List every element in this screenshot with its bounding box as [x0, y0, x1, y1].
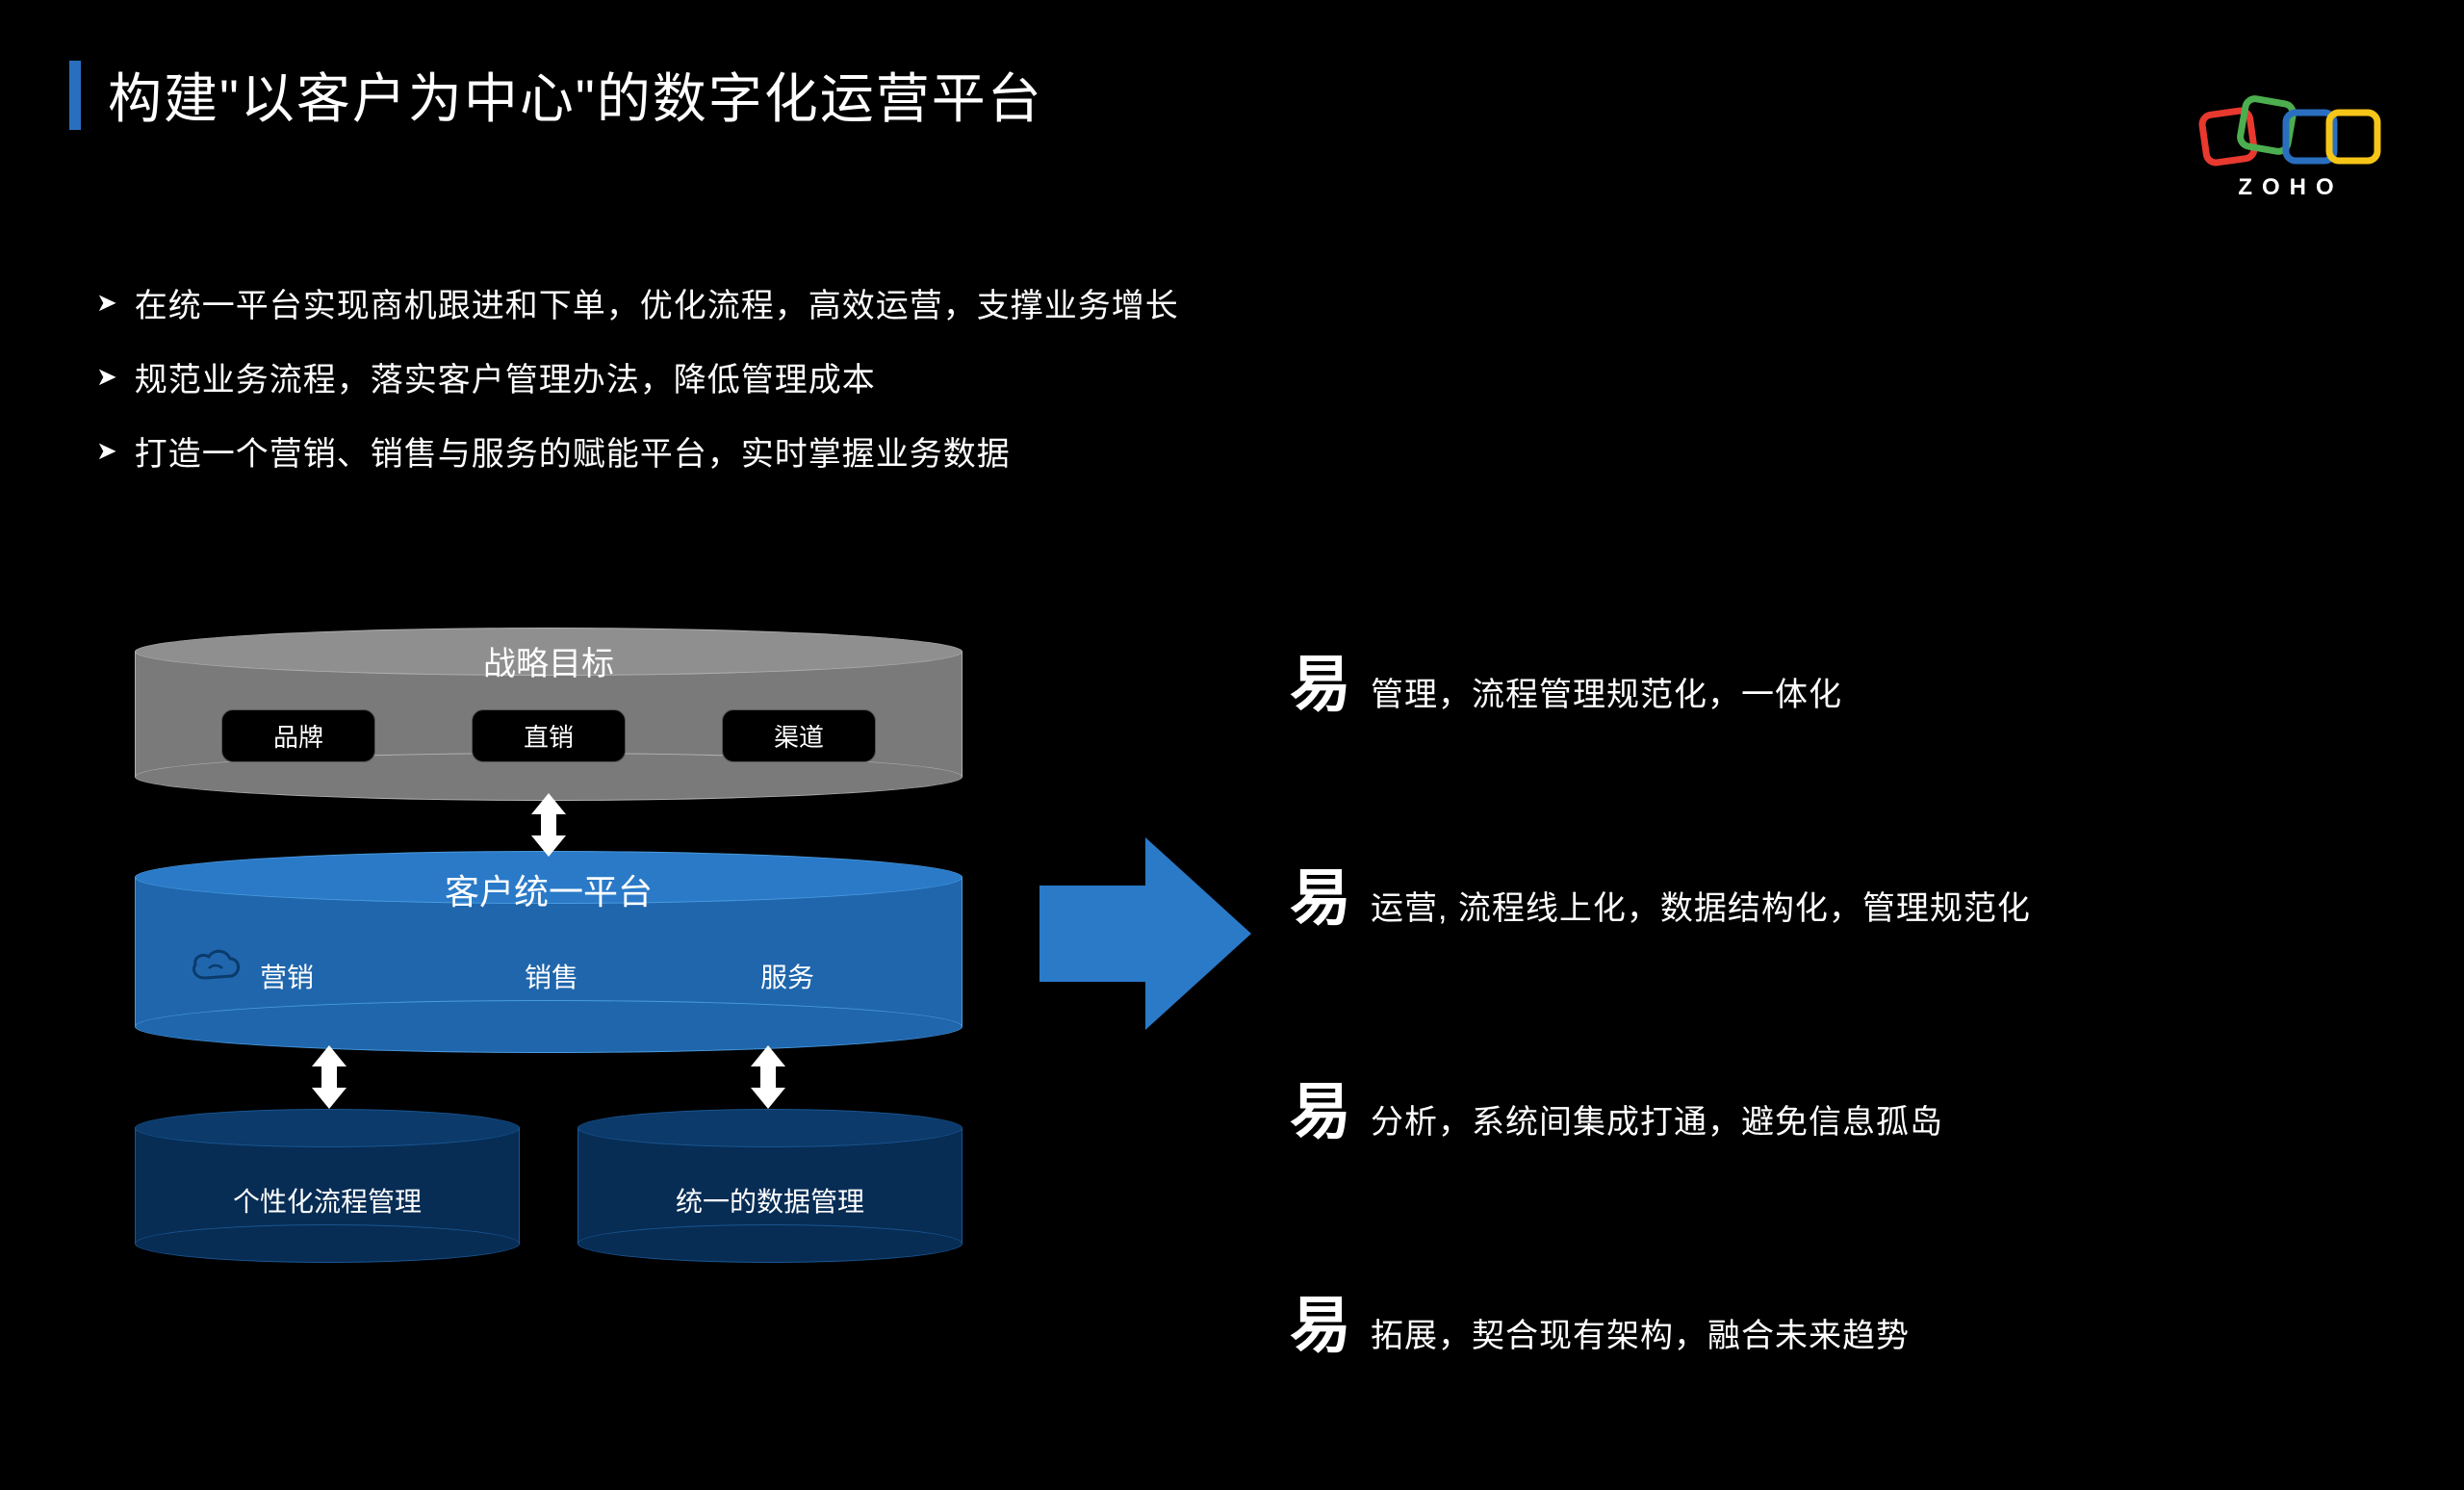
- bullet-marker-icon: ➤: [96, 436, 117, 466]
- bidirectional-arrow-icon: [308, 1045, 350, 1109]
- bidirectional-arrow-icon: [747, 1045, 789, 1109]
- benefit-item: 易 拓展，契合现有架构，融合未来趋势: [1290, 1276, 2348, 1365]
- benefit-item: 易 管理，流程管理规范化，一体化: [1290, 635, 2348, 724]
- zoho-logo-text: ZOHO: [2194, 174, 2387, 201]
- big-right-arrow-icon: [1040, 837, 1251, 1030]
- benefit-text: 运营, 流程线上化，数据结构化，管理规范化: [1371, 882, 2031, 929]
- strategy-label: 战略目标: [135, 637, 962, 684]
- benefit-item: 易 运营, 流程线上化，数据结构化，管理规范化: [1290, 849, 2348, 938]
- zoho-logo: ZOHO: [2194, 91, 2387, 201]
- bullet-marker-icon: ➤: [96, 362, 117, 392]
- pill-channel: 渠道: [722, 709, 876, 762]
- benefit-text: 分析，系统间集成打通，避免信息孤岛: [1371, 1095, 1943, 1143]
- platform-service: 服务: [760, 957, 814, 995]
- process-mgmt-cylinder: 个性化流程管理: [135, 1109, 520, 1263]
- architecture-diagram: 战略目标 品牌 直销 渠道 客户统一平台 营销 销售 服务 个性化流程管理: [106, 628, 991, 1359]
- zoho-logo-icon: [2194, 91, 2387, 168]
- benefit-text: 拓展，契合现有架构，融合未来趋势: [1371, 1309, 1910, 1356]
- bullet-item: ➤ 规范业务流程，落实客户管理办法，降低管理成本: [96, 353, 1179, 400]
- pill-brand: 品牌: [221, 709, 375, 762]
- platform-marketing: 营销: [260, 957, 314, 995]
- benefit-keyword: 易: [1290, 635, 1351, 724]
- benefit-item: 易 分析，系统间集成打通，避免信息孤岛: [1290, 1063, 2348, 1151]
- data-mgmt-label: 统一的数据管理: [578, 1181, 962, 1220]
- benefit-keyword: 易: [1290, 849, 1351, 938]
- bullet-item: ➤ 打造一个营销、销售与服务的赋能平台，实时掌握业务数据: [96, 427, 1179, 475]
- platform-sales: 销售: [525, 957, 578, 995]
- bullet-item: ➤ 在统一平台实现商机跟进和下单，优化流程，高效运营，支撑业务增长: [96, 279, 1179, 326]
- bidirectional-arrow-icon: [527, 793, 570, 857]
- pill-direct: 直销: [472, 709, 626, 762]
- platform-cylinder: 客户统一平台 营销 销售 服务: [135, 851, 962, 1053]
- slide-title: 构建"以客户为中心"的数字化运营平台: [108, 56, 1043, 134]
- title-accent: [69, 61, 81, 130]
- platform-label: 客户统一平台: [135, 864, 962, 914]
- process-mgmt-label: 个性化流程管理: [135, 1181, 520, 1220]
- benefits-list: 易 管理，流程管理规范化，一体化 易 运营, 流程线上化，数据结构化，管理规范化…: [1290, 635, 2348, 1490]
- slide-title-bar: 构建"以客户为中心"的数字化运营平台: [69, 56, 1043, 134]
- bullet-text: 在统一平台实现商机跟进和下单，优化流程，高效运营，支撑业务增长: [135, 279, 1179, 326]
- data-mgmt-cylinder: 统一的数据管理: [578, 1109, 962, 1263]
- benefit-keyword: 易: [1290, 1276, 1351, 1365]
- benefit-text: 管理，流程管理规范化，一体化: [1371, 668, 1842, 715]
- cloud-icon: [188, 947, 244, 986]
- bullet-list: ➤ 在统一平台实现商机跟进和下单，优化流程，高效运营，支撑业务增长 ➤ 规范业务…: [96, 279, 1179, 501]
- bullet-text: 规范业务流程，落实客户管理办法，降低管理成本: [135, 353, 876, 400]
- bullet-text: 打造一个营销、销售与服务的赋能平台，实时掌握业务数据: [135, 427, 1011, 475]
- bullet-marker-icon: ➤: [96, 288, 117, 318]
- strategy-cylinder: 战略目标 品牌 直销 渠道: [135, 628, 962, 801]
- benefit-keyword: 易: [1290, 1063, 1351, 1151]
